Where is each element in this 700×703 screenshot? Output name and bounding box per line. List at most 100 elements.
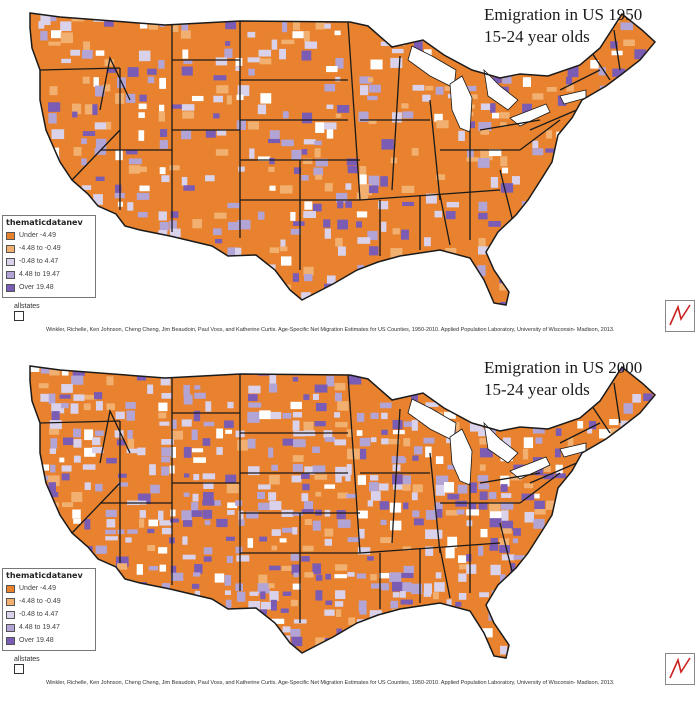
county-cell xyxy=(590,165,599,172)
county-cell xyxy=(612,230,625,235)
state-border xyxy=(559,69,601,91)
county-cell xyxy=(534,493,540,499)
county-cell xyxy=(336,636,342,645)
county-cell xyxy=(159,77,166,89)
legend-row: -0.48 to 4.47 xyxy=(6,255,92,268)
county-cell xyxy=(467,302,473,305)
county-cell xyxy=(610,85,620,90)
county-cell xyxy=(158,547,168,554)
county-cell xyxy=(411,148,419,156)
county-cell xyxy=(392,592,400,598)
county-cell xyxy=(183,384,190,396)
county-cell xyxy=(587,210,597,221)
county-cell xyxy=(248,402,262,408)
county-cell xyxy=(392,636,402,642)
county-cell xyxy=(532,140,539,149)
county-cell xyxy=(126,600,137,610)
layer-checkbox[interactable] xyxy=(14,311,24,321)
county-cell xyxy=(500,528,512,534)
county-cell xyxy=(545,148,556,153)
legend-title: thematicdatanev xyxy=(6,571,83,580)
county-cell xyxy=(117,563,128,570)
county-cell xyxy=(82,76,90,84)
county-cell xyxy=(224,48,233,59)
county-cell xyxy=(346,493,357,499)
county-cell xyxy=(238,166,245,172)
county-cell xyxy=(402,475,411,485)
county-cell xyxy=(359,76,372,84)
county-cell xyxy=(466,85,477,92)
layer-checkbox[interactable] xyxy=(14,664,24,674)
county-cell xyxy=(411,13,419,22)
county-cell xyxy=(533,662,542,669)
county-cell xyxy=(422,636,435,642)
county-cell xyxy=(488,149,502,157)
county-cell xyxy=(202,500,215,506)
county-cell xyxy=(598,636,607,643)
county-cell xyxy=(304,519,312,526)
county-cell xyxy=(425,193,437,204)
county-cell xyxy=(337,201,344,209)
county-cell xyxy=(400,626,412,631)
county-cell xyxy=(521,626,534,633)
county-cell xyxy=(95,483,103,492)
county-cell xyxy=(499,112,510,119)
county-cell xyxy=(292,21,301,31)
county-cell xyxy=(425,529,438,539)
county-cell xyxy=(30,85,36,94)
county-cell xyxy=(347,537,361,543)
county-cell xyxy=(170,518,179,523)
county-cell xyxy=(435,456,444,464)
county-cell xyxy=(279,48,286,60)
county-cell xyxy=(458,564,468,570)
county-cell xyxy=(599,429,611,439)
county-cell xyxy=(302,158,313,165)
county-cell xyxy=(215,149,229,156)
county-cell xyxy=(161,175,170,183)
layer-toggle[interactable]: allstates xyxy=(14,656,40,681)
county-cell xyxy=(137,610,147,616)
county-cell xyxy=(357,237,371,244)
county-cell xyxy=(455,500,468,507)
county-cell xyxy=(623,438,632,443)
county-cell xyxy=(588,628,594,635)
county-cell xyxy=(513,282,519,292)
county-cell xyxy=(555,157,563,166)
county-cell xyxy=(260,591,266,600)
state-border xyxy=(391,408,401,544)
county-cell xyxy=(127,430,133,440)
county-cell xyxy=(158,402,168,412)
county-cell xyxy=(49,176,55,182)
layer-toggle[interactable]: allstates xyxy=(14,303,40,328)
county-cell xyxy=(631,528,642,535)
county-cell xyxy=(402,637,412,644)
legend-label: -0.48 to 4.47 xyxy=(19,611,59,618)
county-cell xyxy=(258,484,271,490)
county-cell xyxy=(567,645,580,655)
county-cell xyxy=(590,238,600,246)
state-border xyxy=(391,55,401,191)
state-border xyxy=(519,472,561,504)
county-cell xyxy=(631,121,642,126)
county-cell xyxy=(565,266,578,276)
county-cell xyxy=(60,528,68,533)
county-cell xyxy=(181,22,189,34)
county-cell xyxy=(191,448,204,453)
county-cell xyxy=(391,456,405,464)
county-cell xyxy=(193,457,206,463)
county-cell xyxy=(335,590,346,599)
county-cell xyxy=(633,448,643,457)
county-cell xyxy=(511,273,521,284)
county-cell xyxy=(501,510,509,522)
county-cell xyxy=(534,500,545,511)
county-cell xyxy=(612,102,621,109)
county-cell xyxy=(423,366,431,374)
county-cell xyxy=(620,22,634,31)
county-cell xyxy=(181,129,192,140)
county-cell xyxy=(227,401,234,409)
county-cell xyxy=(512,403,522,409)
state-border xyxy=(99,55,131,111)
county-cell xyxy=(434,502,443,513)
county-cell xyxy=(204,520,211,526)
county-cell xyxy=(301,149,308,155)
